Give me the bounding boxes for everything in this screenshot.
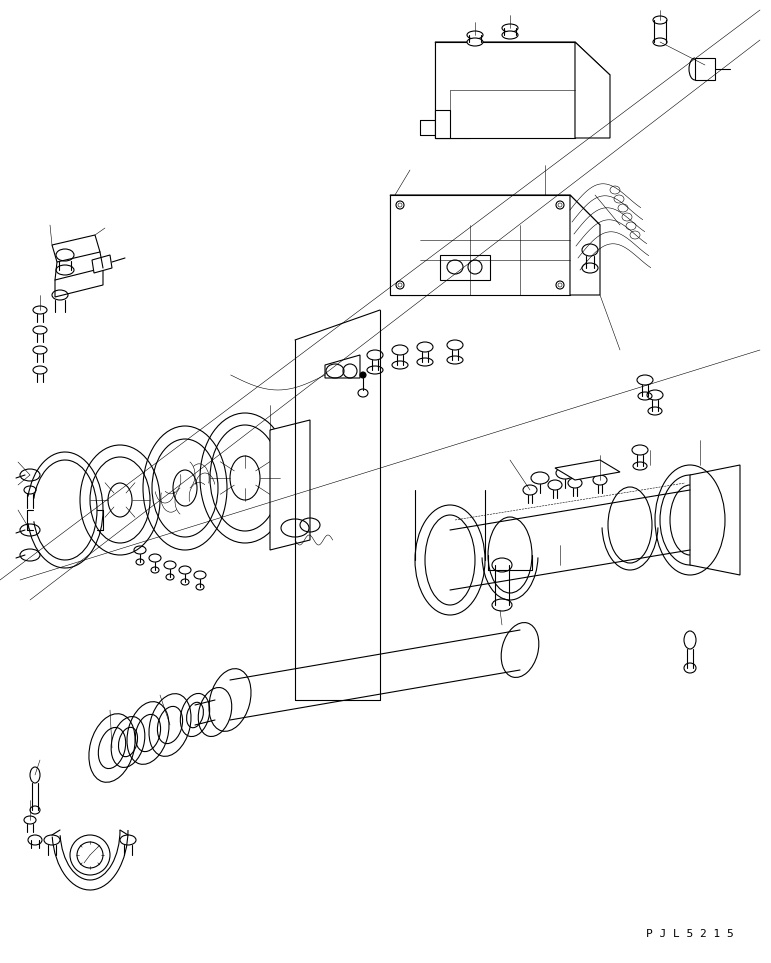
Polygon shape xyxy=(390,195,600,225)
Ellipse shape xyxy=(447,356,463,364)
Ellipse shape xyxy=(151,567,159,573)
Polygon shape xyxy=(325,355,360,378)
Ellipse shape xyxy=(467,38,483,46)
Polygon shape xyxy=(575,42,610,138)
Polygon shape xyxy=(435,42,575,138)
Ellipse shape xyxy=(367,366,383,374)
Ellipse shape xyxy=(638,392,652,400)
Polygon shape xyxy=(390,195,420,295)
Polygon shape xyxy=(695,58,715,80)
Ellipse shape xyxy=(181,579,189,585)
Ellipse shape xyxy=(633,462,647,470)
Polygon shape xyxy=(570,195,600,295)
Polygon shape xyxy=(435,42,470,138)
Ellipse shape xyxy=(392,361,408,369)
Polygon shape xyxy=(435,110,450,138)
Polygon shape xyxy=(55,268,103,297)
Circle shape xyxy=(360,372,366,378)
Polygon shape xyxy=(270,420,310,550)
Ellipse shape xyxy=(582,263,598,273)
Polygon shape xyxy=(440,255,490,280)
Polygon shape xyxy=(52,235,100,262)
Text: P J L 5 2 1 5: P J L 5 2 1 5 xyxy=(646,929,734,939)
Ellipse shape xyxy=(136,559,144,565)
Polygon shape xyxy=(390,195,570,295)
Polygon shape xyxy=(690,465,740,575)
Ellipse shape xyxy=(653,38,667,46)
Ellipse shape xyxy=(417,358,433,366)
Ellipse shape xyxy=(196,584,204,590)
Ellipse shape xyxy=(648,407,662,415)
Polygon shape xyxy=(555,460,620,480)
Ellipse shape xyxy=(502,31,518,39)
Polygon shape xyxy=(92,255,112,273)
Polygon shape xyxy=(435,42,610,75)
Ellipse shape xyxy=(56,265,74,275)
Ellipse shape xyxy=(166,574,174,580)
